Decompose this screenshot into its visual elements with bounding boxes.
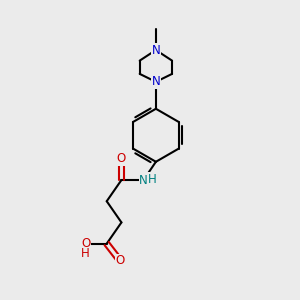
Text: H: H [147, 173, 156, 186]
Text: O: O [115, 254, 124, 267]
Text: H: H [81, 248, 90, 260]
Text: N: N [139, 173, 148, 187]
Text: O: O [81, 237, 90, 250]
Text: O: O [117, 152, 126, 165]
Text: N: N [152, 44, 160, 56]
Text: N: N [152, 75, 160, 88]
